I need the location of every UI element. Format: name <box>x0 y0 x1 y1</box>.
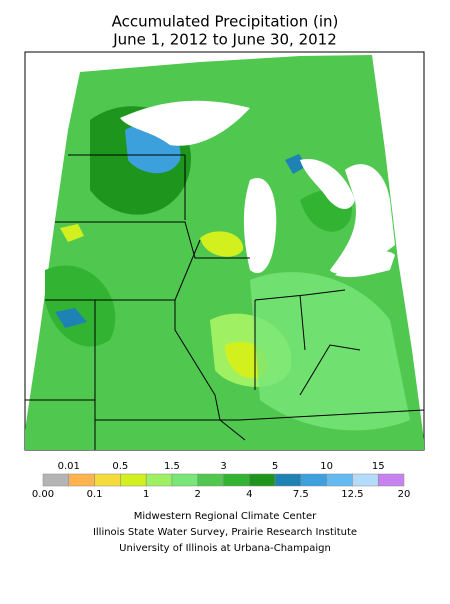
legend-label: 2 <box>195 489 201 500</box>
legend-label: 15 <box>372 461 385 472</box>
legend-swatch <box>42 473 70 487</box>
legend-swatch <box>352 473 379 487</box>
legend-label: 20 <box>398 489 411 500</box>
footer-line: Illinois State Water Survey, Prairie Res… <box>93 527 357 538</box>
legend-swatch <box>120 473 147 487</box>
title-line: June 1, 2012 to June 30, 2012 <box>112 31 337 49</box>
legend-label: 4 <box>246 489 252 500</box>
legend-swatch <box>171 473 198 487</box>
map <box>24 51 425 451</box>
legend-swatch <box>274 473 302 487</box>
legend-swatch <box>300 473 327 487</box>
legend-swatch <box>68 473 95 487</box>
legend-swatch <box>326 473 353 487</box>
title-line: Accumulated Precipitation (in) <box>112 13 339 31</box>
legend-label: 0.01 <box>58 461 80 472</box>
legend-label: 3 <box>220 461 226 472</box>
legend-label: 12.5 <box>341 489 363 500</box>
legend-swatch <box>249 473 276 487</box>
legend-swatch <box>94 473 121 487</box>
legend-label: 10 <box>320 461 333 472</box>
legend-swatch <box>377 473 405 487</box>
legend-label: 7.5 <box>293 489 309 500</box>
legend-label: 0.1 <box>87 489 103 500</box>
legend-swatch <box>145 473 173 487</box>
color-legend: 0.00 0.01 0.1 0.5 1 1.5 2 3 4 5 7.5 10 12.5 15 20 <box>32 461 411 500</box>
legend-label: 1 <box>143 489 149 500</box>
legend-label: 0.00 <box>32 489 54 500</box>
legend-swatch <box>197 473 224 487</box>
legend-label: 1.5 <box>164 461 180 472</box>
legend-label: 5 <box>272 461 278 472</box>
footer-line: University of Illinois at Urbana-Champai… <box>119 543 331 554</box>
legend-label: 0.5 <box>112 461 128 472</box>
footer-line: Midwestern Regional Climate Center <box>134 511 317 522</box>
legend-swatch <box>223 473 250 487</box>
